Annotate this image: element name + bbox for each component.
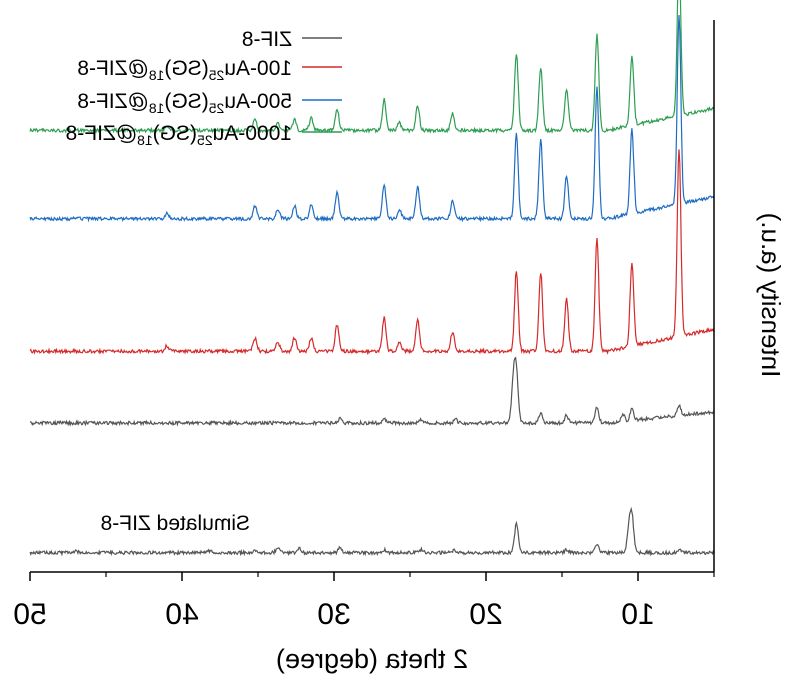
legend-label-1: 100-Au25(SG)18@ZIF-8 (77, 57, 292, 83)
x-tick-label-50: 50 (13, 598, 46, 631)
y-axis-label: Intensity (a.u.) (756, 213, 786, 378)
x-tick-label-40: 40 (165, 598, 198, 631)
series-layer (29, 0, 715, 557)
series-line-4 (29, 506, 715, 557)
x-tick-label-10: 10 (621, 598, 654, 631)
x-tick-label-20: 20 (469, 598, 502, 631)
series-line-2 (29, 14, 715, 223)
legend-label-2: 500-Au25(SG)18@ZIF-8 (77, 90, 292, 116)
legend-label-3: 1000-Au25(SG)18@ZIF-8 (66, 122, 292, 148)
legend-label-0: ZIF-8 (242, 28, 292, 51)
series-line-1 (29, 149, 715, 356)
x-axis-label: 2 theta (degree) (276, 644, 468, 674)
x-tick-label-30: 30 (317, 598, 350, 631)
annotation-simulated-zif8: Simulated ZIF-8 (101, 512, 250, 535)
legend: ZIF-8 100-Au25(SG)18@ZIF-8 500-Au25(SG)18@… (66, 28, 342, 148)
series-line-0 (29, 356, 715, 427)
ticks-layer: 50 40 30 20 10 (13, 572, 715, 631)
series-line-3 (29, 0, 715, 135)
